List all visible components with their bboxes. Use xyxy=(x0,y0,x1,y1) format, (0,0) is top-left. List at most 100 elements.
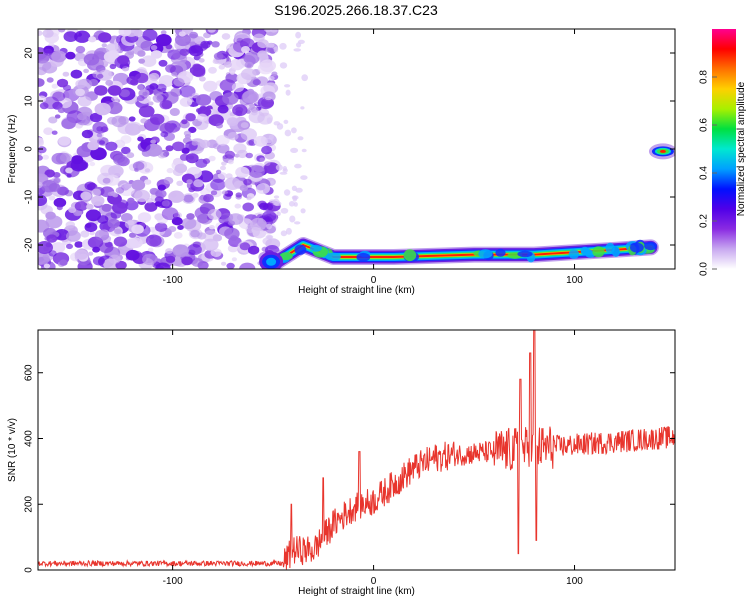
noise-blob xyxy=(102,177,111,184)
snr-series-line xyxy=(37,329,676,570)
noise-blob xyxy=(300,175,308,181)
y-tick-label: -10 xyxy=(24,189,35,204)
noise-blob xyxy=(113,236,128,247)
noise-blob xyxy=(38,60,52,71)
noise-blob xyxy=(105,79,114,86)
noise-blob xyxy=(248,110,265,124)
noise-blob xyxy=(120,135,132,144)
noise-blob xyxy=(142,253,157,266)
noise-blob xyxy=(145,234,162,247)
noise-blob xyxy=(179,48,190,56)
noise-blob xyxy=(295,187,303,193)
signal-blob xyxy=(356,252,371,262)
noise-blob xyxy=(80,191,92,201)
noise-blob xyxy=(148,101,154,106)
noise-blob xyxy=(222,92,239,105)
signal-blob xyxy=(325,252,341,261)
noise-blob xyxy=(300,106,305,110)
noise-blob xyxy=(38,146,47,154)
noise-blob xyxy=(239,242,251,251)
noise-blob xyxy=(207,29,216,33)
noise-blob xyxy=(141,55,157,67)
noise-blob xyxy=(90,147,107,161)
colorbar-ticks: 0.0 0.2 0.4 0.6 0.8 xyxy=(699,70,717,276)
noise-blob xyxy=(165,255,176,263)
noise-blob xyxy=(101,43,108,48)
noise-blob xyxy=(86,203,94,210)
noise-blob xyxy=(285,227,292,235)
noise-blob xyxy=(108,165,124,178)
noise-blob xyxy=(138,58,146,64)
noise-blob xyxy=(165,248,173,254)
noise-blob xyxy=(301,74,309,82)
noise-blob xyxy=(300,208,306,214)
noise-blob xyxy=(132,161,145,171)
noise-blob xyxy=(43,127,54,135)
noise-blob xyxy=(125,238,139,249)
noise-blob xyxy=(48,116,58,124)
noise-blob xyxy=(186,179,193,185)
noise-blob xyxy=(85,209,101,222)
noise-blob xyxy=(161,207,179,221)
y-tick-label: 10 xyxy=(24,95,35,107)
noise-blob xyxy=(63,31,78,42)
noise-blob xyxy=(284,84,291,88)
noise-blob xyxy=(114,228,122,235)
noise-blob xyxy=(192,67,206,78)
noise-blob xyxy=(178,31,186,37)
noise-blob xyxy=(150,194,156,199)
noise-blob xyxy=(223,193,232,200)
noise-blob xyxy=(264,161,271,167)
noise-blob xyxy=(75,79,87,89)
noise-blob xyxy=(109,63,117,70)
colorbar-tick-label: 0.0 xyxy=(699,262,710,276)
noise-blob xyxy=(113,154,128,166)
noise-blob xyxy=(88,36,97,43)
noise-blob xyxy=(195,94,212,106)
noise-blob xyxy=(80,230,90,238)
y-tick-label: 0 xyxy=(24,146,35,152)
noise-blob xyxy=(168,190,185,203)
noise-blob xyxy=(74,30,91,43)
noise-blob xyxy=(53,197,67,208)
x-tick-label: 0 xyxy=(371,275,377,286)
noise-blob xyxy=(236,149,248,159)
noise-blob xyxy=(197,213,210,224)
noise-blob xyxy=(137,136,144,142)
noise-blob xyxy=(107,85,122,96)
noise-blob xyxy=(61,118,76,130)
noise-blob xyxy=(58,29,66,33)
noise-blob xyxy=(98,204,115,217)
noise-blob xyxy=(94,229,110,241)
snr-ticks: -100 0 100 0 200 400 600 xyxy=(24,330,675,587)
noise-blob xyxy=(241,46,250,53)
noise-blob xyxy=(97,215,109,224)
noise-blob xyxy=(181,119,188,125)
noise-blob xyxy=(131,224,144,234)
noise-blob xyxy=(273,121,281,126)
noise-blob xyxy=(166,167,174,174)
noise-blob xyxy=(217,104,229,114)
noise-blob xyxy=(92,256,105,266)
noise-blob xyxy=(121,146,131,155)
noise-blob xyxy=(126,152,135,159)
noise-blob xyxy=(137,50,146,57)
noise-blob xyxy=(160,131,169,138)
noise-blob xyxy=(92,246,100,253)
noise-blob xyxy=(188,45,204,57)
noise-blob xyxy=(150,45,158,51)
noise-blob xyxy=(91,188,102,196)
noise-blob xyxy=(221,33,231,40)
noise-blob xyxy=(252,246,260,252)
signal-blob xyxy=(403,249,417,262)
noise-blob xyxy=(210,178,226,191)
noise-blob xyxy=(221,161,227,166)
noise-blob xyxy=(65,167,73,174)
noise-blob xyxy=(171,71,178,77)
noise-blob xyxy=(66,243,73,250)
colorbar-tick-label: 0.8 xyxy=(699,70,710,84)
signal-blob xyxy=(644,241,658,251)
noise-blob xyxy=(240,128,257,141)
noise-blob xyxy=(112,193,119,198)
noise-blob xyxy=(285,89,291,96)
